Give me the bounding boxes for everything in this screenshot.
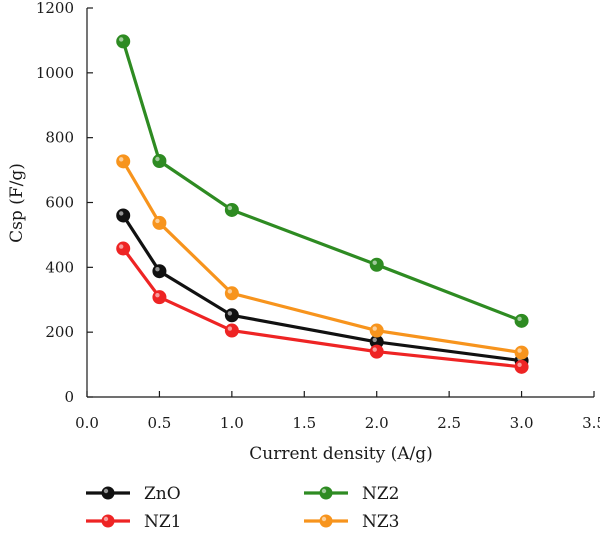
series-nz3-point — [116, 154, 131, 169]
legend-swatch-marker — [101, 486, 115, 500]
series-nz3 — [116, 154, 529, 360]
point-highlight — [119, 244, 124, 249]
y-tick-label: 1000 — [36, 64, 74, 82]
point-highlight — [227, 289, 233, 294]
point-highlight — [103, 516, 109, 522]
point-highlight — [119, 37, 124, 42]
point-highlight — [372, 326, 377, 331]
series-nz2-point — [224, 202, 239, 217]
point-highlight — [372, 260, 377, 265]
legend-label-nz3: NZ3 — [362, 512, 400, 532]
legend: ZnO NZ1 NZ2 NZ3 — [86, 484, 400, 532]
point-highlight — [517, 316, 522, 322]
point-highlight — [227, 326, 233, 331]
legend-item-nz2: NZ2 — [304, 484, 400, 504]
series-nz3-point — [514, 345, 529, 360]
series-nz3-point — [369, 323, 384, 338]
point-highlight — [227, 311, 233, 316]
x-tick-label: 0.0 — [75, 414, 99, 432]
x-tick-label: 0.5 — [147, 414, 171, 432]
point-highlight — [155, 267, 160, 272]
tick-marks — [86, 7, 595, 398]
legend-label-nz1: NZ1 — [144, 512, 182, 532]
y-axis-title: Csp (F/g) — [7, 163, 27, 243]
series-zno-point — [116, 208, 131, 223]
legend-swatch-marker — [319, 486, 333, 500]
y-tick-label: 800 — [45, 129, 74, 147]
point-highlight — [321, 516, 327, 522]
y-tick-label: 0 — [64, 388, 74, 406]
y-tick-label: 200 — [45, 323, 74, 341]
point-highlight — [119, 157, 124, 162]
y-tick-label: 400 — [45, 258, 74, 276]
series-nz3-line — [121, 160, 522, 355]
point-highlight — [119, 211, 124, 216]
point-highlight — [227, 205, 233, 211]
x-tick-label: 3.5 — [582, 414, 600, 432]
y-tick-label: 600 — [45, 194, 74, 212]
legend-item-nz1: NZ1 — [86, 512, 182, 532]
tick-labels: 0.0 0.5 1.0 1.5 2.0 2.5 3.0 3.5 0 200 400 600 800 100… — [36, 0, 600, 432]
data-series — [116, 34, 529, 374]
x-tick-label: 2.0 — [365, 414, 389, 432]
point-highlight — [517, 348, 522, 353]
point-highlight — [103, 488, 109, 494]
series-nz1-point — [514, 359, 529, 374]
legend-swatch-marker — [101, 514, 115, 528]
series-zno-point — [152, 264, 167, 279]
series-nz2-point — [152, 154, 167, 169]
series-nz1-point — [369, 344, 384, 359]
x-tick-label: 3.0 — [510, 414, 534, 432]
series-nz3-point — [224, 286, 239, 301]
point-highlight — [372, 347, 377, 352]
x-axis-title: Current density (A/g) — [249, 444, 433, 464]
point-highlight — [155, 156, 160, 162]
series-nz2 — [116, 34, 529, 328]
series-zno-point — [224, 308, 239, 323]
legend-label-zno: ZnO — [144, 484, 181, 504]
series-nz1-point — [224, 323, 239, 338]
legend-label-nz2: NZ2 — [362, 484, 400, 504]
series-nz3-point — [152, 215, 167, 230]
series-nz2-point — [369, 257, 384, 272]
point-highlight — [155, 218, 160, 224]
legend-swatch-marker — [319, 514, 333, 528]
y-tick-label: 1200 — [36, 0, 74, 17]
series-nz2-line — [121, 40, 523, 323]
x-tick-label: 2.5 — [437, 414, 461, 432]
point-highlight — [372, 337, 377, 343]
point-highlight — [321, 488, 327, 494]
series-nz1 — [116, 241, 529, 374]
x-tick-label: 1.5 — [292, 414, 316, 432]
point-highlight — [517, 362, 522, 368]
point-highlight — [155, 292, 160, 298]
legend-item-zno: ZnO — [86, 484, 181, 504]
series-nz2-point — [116, 34, 131, 49]
series-nz1-point — [116, 241, 131, 256]
series-nz2-point — [514, 313, 529, 328]
series-nz1-point — [152, 290, 167, 305]
series-zno-line — [121, 214, 522, 363]
x-tick-label: 1.0 — [220, 414, 244, 432]
legend-item-nz3: NZ3 — [304, 512, 400, 532]
axes — [86, 8, 594, 398]
series-nz1-line — [121, 247, 522, 369]
